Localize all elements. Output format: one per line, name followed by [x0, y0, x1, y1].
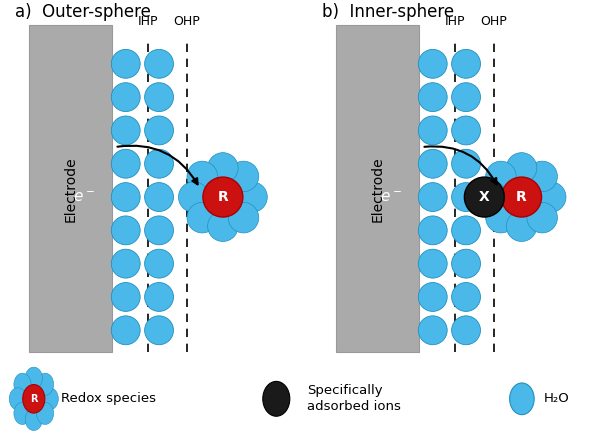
Circle shape: [145, 49, 174, 78]
Circle shape: [507, 153, 537, 183]
Circle shape: [510, 383, 534, 414]
Circle shape: [36, 402, 53, 425]
Text: IHP: IHP: [138, 15, 158, 28]
Circle shape: [418, 183, 447, 212]
Circle shape: [502, 177, 542, 217]
Circle shape: [452, 249, 481, 278]
Circle shape: [145, 216, 174, 245]
Circle shape: [145, 116, 174, 145]
Circle shape: [477, 182, 508, 213]
Circle shape: [452, 183, 481, 212]
Circle shape: [9, 388, 26, 410]
Circle shape: [179, 182, 209, 213]
Text: X: X: [479, 190, 490, 204]
Circle shape: [263, 381, 290, 416]
Circle shape: [452, 149, 481, 178]
Circle shape: [228, 161, 258, 192]
Circle shape: [111, 116, 140, 145]
Circle shape: [486, 202, 516, 233]
Circle shape: [208, 211, 238, 242]
Circle shape: [418, 249, 447, 278]
Bar: [29, 25, 112, 352]
Text: a)  Outer-sphere: a) Outer-sphere: [15, 3, 151, 21]
Circle shape: [203, 177, 243, 217]
Circle shape: [145, 316, 174, 345]
Text: Electrode: Electrode: [370, 156, 384, 221]
Circle shape: [111, 83, 140, 112]
Circle shape: [14, 373, 31, 396]
Circle shape: [237, 182, 267, 213]
Circle shape: [527, 202, 558, 233]
Circle shape: [145, 83, 174, 112]
Circle shape: [41, 388, 58, 410]
Circle shape: [145, 282, 174, 312]
Circle shape: [36, 373, 53, 396]
Circle shape: [418, 83, 447, 112]
Circle shape: [111, 183, 140, 212]
Circle shape: [464, 177, 504, 217]
Circle shape: [452, 216, 481, 245]
Circle shape: [187, 202, 217, 233]
Circle shape: [111, 282, 140, 312]
Text: $e^-$: $e^-$: [73, 190, 95, 205]
Circle shape: [111, 249, 140, 278]
Circle shape: [25, 408, 42, 430]
Circle shape: [452, 316, 481, 345]
Text: Electrode: Electrode: [63, 156, 77, 221]
Text: R: R: [217, 190, 228, 204]
Circle shape: [418, 49, 447, 78]
Text: IHP: IHP: [445, 15, 465, 28]
Text: Redox species: Redox species: [61, 392, 157, 405]
Text: OHP: OHP: [173, 15, 200, 28]
Text: OHP: OHP: [480, 15, 507, 28]
Text: b)  Inner-sphere: b) Inner-sphere: [322, 3, 454, 21]
Circle shape: [527, 161, 558, 192]
Circle shape: [14, 402, 31, 425]
Text: R: R: [516, 190, 527, 204]
Circle shape: [145, 149, 174, 178]
Circle shape: [25, 367, 42, 389]
Text: R: R: [30, 394, 37, 404]
Circle shape: [418, 316, 447, 345]
Circle shape: [452, 83, 481, 112]
Circle shape: [187, 161, 217, 192]
Circle shape: [452, 116, 481, 145]
Circle shape: [452, 282, 481, 312]
Circle shape: [418, 149, 447, 178]
Circle shape: [208, 153, 238, 183]
Circle shape: [486, 161, 516, 192]
Circle shape: [111, 149, 140, 178]
Circle shape: [111, 216, 140, 245]
Text: $e^-$: $e^-$: [380, 190, 402, 205]
Circle shape: [418, 216, 447, 245]
Circle shape: [228, 202, 258, 233]
Circle shape: [23, 385, 45, 413]
Bar: [336, 25, 419, 352]
Circle shape: [145, 249, 174, 278]
Circle shape: [452, 49, 481, 78]
Circle shape: [111, 49, 140, 78]
Text: H₂O: H₂O: [543, 392, 569, 405]
Circle shape: [111, 316, 140, 345]
Circle shape: [418, 116, 447, 145]
Text: Specifically
adsorbed ions: Specifically adsorbed ions: [307, 384, 401, 413]
Circle shape: [507, 211, 537, 242]
Circle shape: [145, 183, 174, 212]
Circle shape: [418, 282, 447, 312]
Circle shape: [535, 182, 566, 213]
